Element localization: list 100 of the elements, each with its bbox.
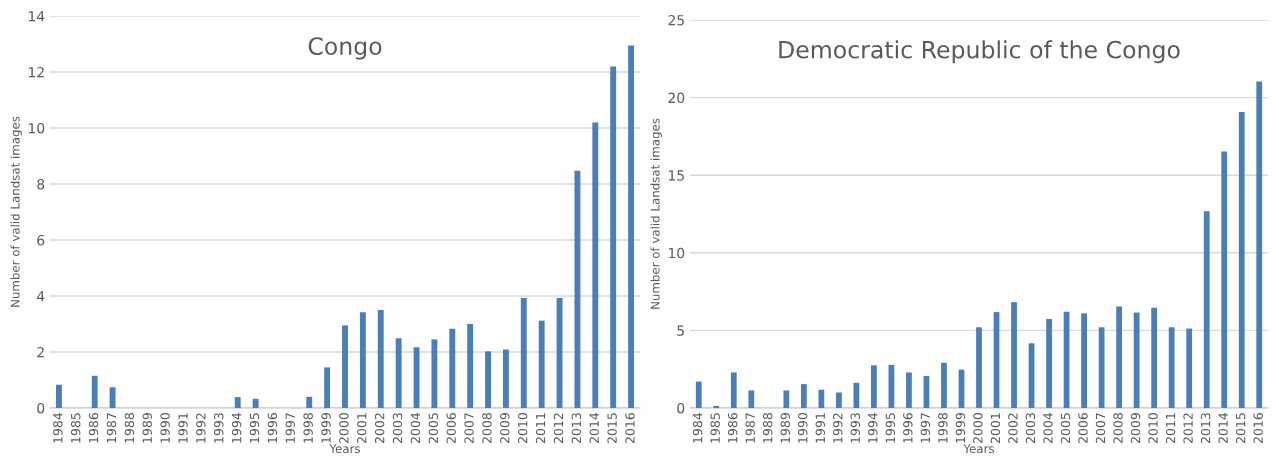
- bar: [695, 381, 702, 408]
- x-tick-label: 2015: [1235, 413, 1246, 444]
- bar: [431, 339, 438, 408]
- bar: [91, 375, 98, 408]
- y-tick-label: 20: [668, 92, 685, 104]
- bar: [1133, 312, 1140, 408]
- y-tick-label: 15: [668, 170, 684, 181]
- x-tick-label: 2006: [446, 412, 456, 444]
- bar: [252, 398, 259, 408]
- bar: [713, 405, 720, 408]
- bar: [1116, 306, 1123, 408]
- bar: [342, 325, 348, 408]
- y-tick-label: 12: [28, 66, 44, 78]
- x-tick-label: 2013: [571, 413, 582, 444]
- y-tick-label: 6: [37, 234, 45, 246]
- bar: [610, 66, 617, 408]
- y-tick-label: 2: [37, 346, 44, 358]
- bar: [395, 338, 402, 408]
- x-tick-label: 2014: [589, 412, 599, 444]
- x-tick-label: 2008: [482, 413, 492, 444]
- x-tick-label: 1999: [321, 413, 331, 443]
- bar: [1151, 307, 1158, 408]
- y-tick-label: 0: [37, 402, 45, 414]
- x-tick-label: 1991: [178, 413, 188, 443]
- bar: [485, 351, 491, 408]
- y-tick-label: 8: [37, 178, 45, 190]
- x-tick-label: 1994: [231, 412, 242, 443]
- x-tick-label: 1994: [868, 412, 878, 443]
- x-tick-label: 2009: [1130, 413, 1141, 444]
- x-tick-label: 1998: [303, 413, 313, 443]
- bar: [324, 367, 331, 408]
- x-tick-label: 2012: [553, 413, 564, 444]
- x-tick-label: 1996: [267, 412, 278, 443]
- y-tick-label: 5: [677, 325, 684, 336]
- x-tick-label: 2002: [374, 413, 385, 444]
- x-tick-label: 2012: [1183, 413, 1193, 444]
- x-tick-label: 2009: [500, 413, 510, 444]
- text: Congo: [308, 37, 382, 60]
- x-tick-label: 1986: [88, 412, 99, 443]
- bar: [1238, 111, 1245, 408]
- x-tick-label: 1989: [780, 413, 790, 443]
- x-tick-label: 1997: [920, 413, 931, 443]
- x-tick-label: 1988: [124, 413, 135, 443]
- x-tick-label: 2004: [1043, 412, 1053, 444]
- y-tick-label: 10: [28, 122, 45, 134]
- x-tick-label: 1988: [762, 413, 773, 443]
- x-tick-label: 2010: [1148, 413, 1158, 444]
- x-axis-title: Years: [963, 444, 994, 454]
- bar: [449, 328, 456, 408]
- bar: [574, 170, 581, 408]
- x-tick-label: 1993: [214, 413, 224, 443]
- bar: [818, 389, 825, 408]
- x-tick-label: 1985: [70, 413, 81, 443]
- bar: [871, 365, 877, 408]
- x-tick-label: 1991: [815, 413, 825, 443]
- x-tick-label: 2011: [1165, 413, 1176, 444]
- y-tick-label: 0: [677, 402, 685, 414]
- x-tick-label: 2005: [428, 413, 439, 444]
- x-tick-label: 2004: [410, 412, 421, 444]
- x-tick-label: 2014: [1218, 412, 1228, 444]
- bar: [467, 324, 474, 408]
- text: Democratic Republic of the Congo: [779, 40, 1180, 64]
- x-tick-label: 2001: [357, 413, 367, 444]
- x-tick-label: 2001: [990, 413, 1001, 444]
- bar: [941, 362, 947, 408]
- x-tick-label: 1996: [903, 412, 913, 443]
- x-tick-label: 1995: [885, 413, 896, 443]
- bar: [55, 384, 62, 408]
- x-tick-label: 2005: [1060, 413, 1071, 444]
- x-tick-label: 1985: [710, 413, 720, 443]
- x-tick-label: 2016: [625, 412, 635, 444]
- y-tick-label: 25: [668, 14, 684, 26]
- bar: [1046, 318, 1052, 408]
- x-tick-label: 2003: [1025, 413, 1036, 444]
- y-axis-title: Number of valid Landsat images: [650, 118, 662, 309]
- bar: [234, 397, 241, 408]
- bar: [748, 390, 755, 408]
- x-tick-label: 1992: [833, 413, 843, 443]
- x-tick-label: 2007: [464, 413, 474, 444]
- bar: [592, 122, 599, 408]
- bar: [976, 327, 982, 408]
- x-tick-label: 1999: [955, 413, 966, 443]
- bar: [359, 312, 366, 408]
- x-tick-label: 1992: [196, 413, 206, 443]
- bar: [1081, 313, 1087, 408]
- x-tick-label: 1984: [692, 412, 703, 443]
- x-tick-label: 2011: [535, 413, 546, 444]
- x-tick-label: 1993: [850, 413, 861, 443]
- y-tick-label: 4: [36, 291, 45, 302]
- x-tick-label: 2016: [1253, 412, 1263, 444]
- x-tick-label: 1990: [798, 413, 808, 443]
- x-tick-label: 2015: [607, 413, 617, 444]
- bar: [1168, 327, 1175, 408]
- bar: [538, 320, 545, 408]
- x-tick-label: 2002: [1008, 413, 1018, 444]
- bar: [306, 396, 313, 408]
- bar: [783, 390, 790, 408]
- x-tick-label: 1995: [249, 413, 260, 443]
- x-tick-label: 2003: [392, 413, 403, 444]
- y-tick-label: 14: [28, 11, 45, 22]
